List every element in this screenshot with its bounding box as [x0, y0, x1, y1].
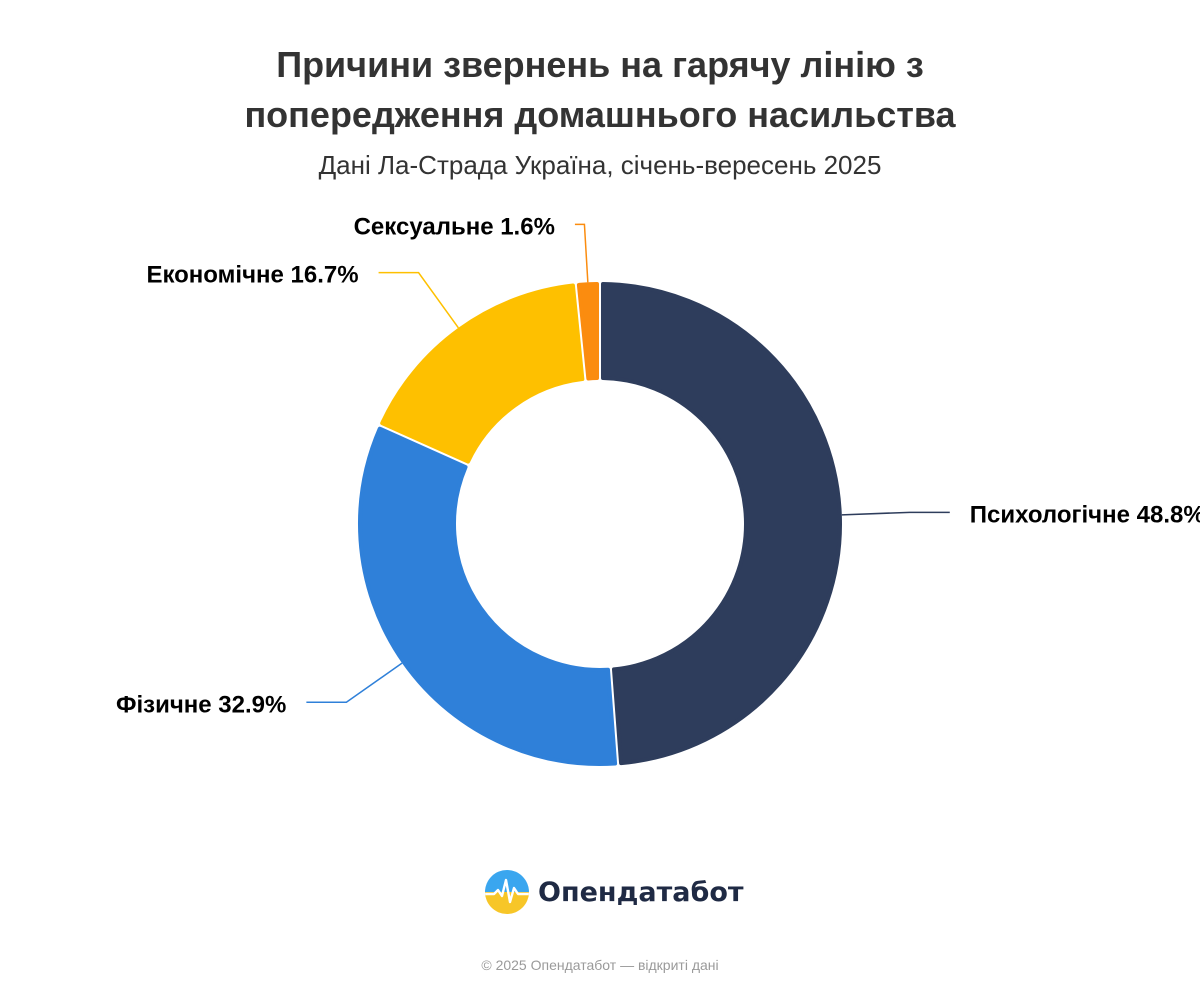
brand-name: Опендатабот: [538, 876, 744, 908]
data-label-сексуальне: Сексуальне 1.6%: [354, 213, 555, 240]
brand: Опендатабот: [484, 869, 744, 915]
data-label-психологічне: Психологічне 48.8%: [970, 501, 1200, 528]
leader-line-сексуальне: [574, 223, 589, 283]
chart-subtitle: Дані Ла-Страда Україна, січень-вересень …: [318, 150, 882, 180]
footer-copyright: © 2025 Опендатабот — відкриті дані: [481, 957, 719, 973]
chart-title: Причини звернень на гарячу лінію з попер…: [0, 40, 1200, 140]
leader-line-економічне: [378, 271, 459, 329]
chart-title-line-2: попередження домашнього насильства: [244, 94, 956, 135]
data-label-фізичне: Фізичне 32.9%: [116, 691, 286, 718]
slice-сексуальне[interactable]: [576, 282, 599, 381]
slice-фізичне[interactable]: [358, 426, 618, 766]
opendatabot-logo-icon: [485, 870, 529, 914]
slice-економічне[interactable]: [380, 283, 585, 464]
slice-психологічне[interactable]: [601, 282, 842, 766]
leader-line-психологічне: [841, 511, 950, 516]
data-label-економічне: Економічне 16.7%: [146, 262, 358, 289]
leader-line-фізичне: [306, 662, 403, 704]
chart-title-line-1: Причини звернень на гарячу лінію з: [276, 44, 924, 85]
